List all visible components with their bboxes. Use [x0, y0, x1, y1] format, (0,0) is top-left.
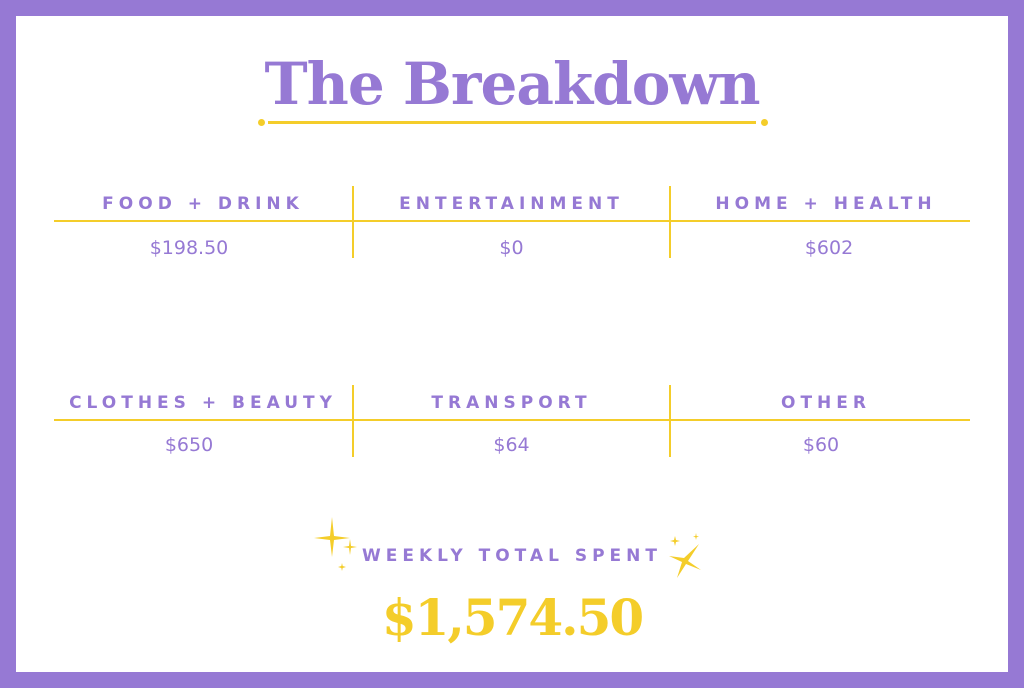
- total-amount: $1,574.50: [381, 588, 644, 647]
- category-amount: $650: [164, 434, 214, 456]
- underline-dot-left: [258, 119, 265, 126]
- category-amount: $60: [802, 434, 840, 456]
- row2-divider: [54, 419, 970, 421]
- column-divider: [352, 186, 354, 258]
- row1-divider: [54, 220, 970, 222]
- category-amount: $198.50: [149, 237, 229, 259]
- category-label: HOME + HEALTH: [715, 194, 937, 214]
- column-divider: [352, 385, 354, 457]
- category-amount: $64: [493, 434, 530, 456]
- sparkle-icon: [669, 533, 701, 578]
- total-label: WEEKLY TOTAL SPENT: [362, 546, 662, 566]
- page-title: The Breakdown: [264, 50, 760, 118]
- underline-dot-right: [761, 119, 768, 126]
- column-divider: [669, 385, 671, 457]
- category-amount: $602: [804, 237, 854, 259]
- category-amount: $0: [499, 237, 524, 259]
- category-label: FOOD + DRINK: [102, 194, 304, 214]
- column-divider: [669, 186, 671, 258]
- category-label: OTHER: [781, 393, 871, 413]
- title-underline: [268, 121, 756, 124]
- sparkle-icon: [314, 517, 357, 571]
- category-label: ENTERTAINMENT: [399, 194, 624, 214]
- card-background: [16, 16, 1008, 672]
- category-label: TRANSPORT: [431, 393, 592, 413]
- category-label: CLOTHES + BEAUTY: [69, 393, 337, 413]
